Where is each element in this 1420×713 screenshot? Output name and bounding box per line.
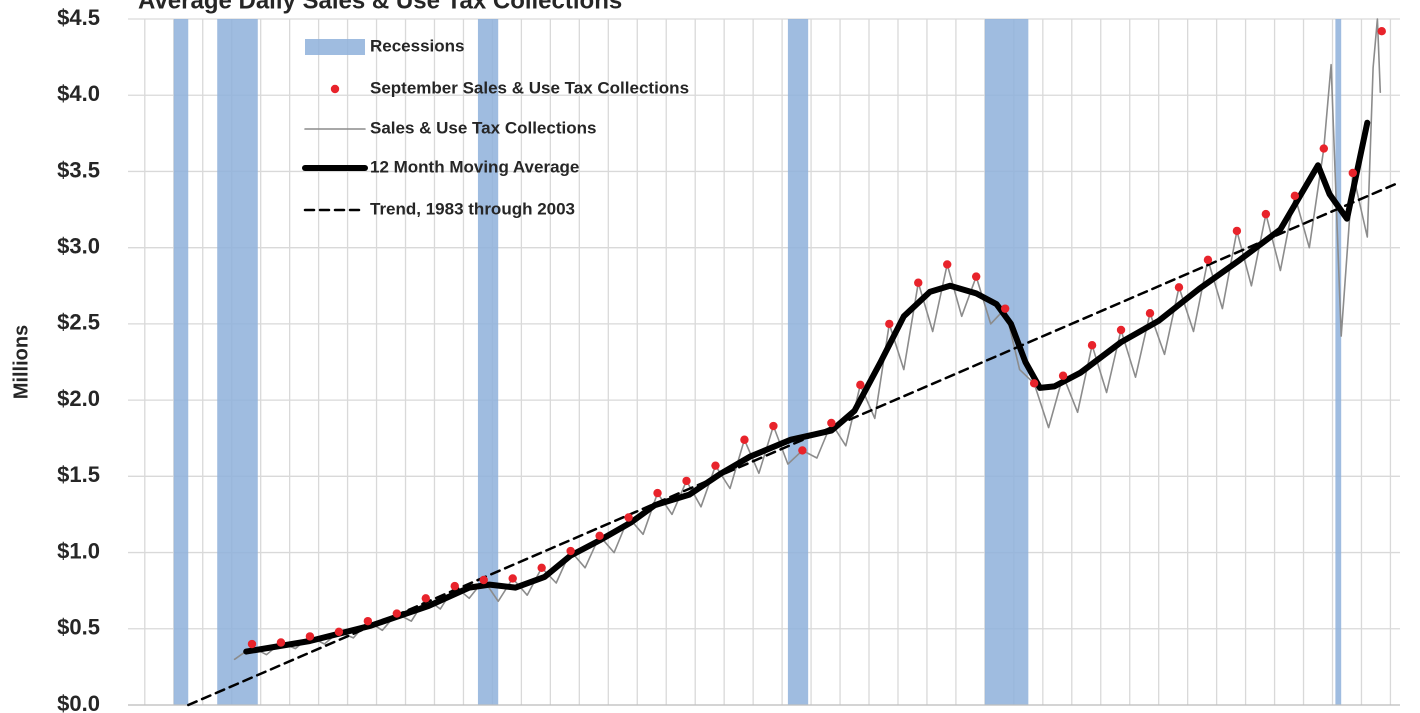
september-point (943, 260, 952, 269)
september-point (711, 461, 720, 470)
recession-band (787, 19, 809, 705)
y-tick-label: $2.5 (57, 310, 100, 335)
y-tick-label: $4.0 (57, 81, 100, 106)
recession-band (217, 19, 258, 705)
y-tick-label: $2.0 (57, 386, 100, 411)
y-axis-label: Millions (10, 325, 32, 399)
y-tick-label: $1.5 (57, 462, 100, 487)
september-point (537, 563, 546, 572)
september-point (1058, 371, 1068, 380)
september-point (682, 476, 691, 486)
september-point (653, 488, 662, 498)
september-point (450, 581, 459, 591)
chart-title: Average Daily Sales & Use Tax Collection… (138, 0, 622, 14)
legend-label: Trend, 1983 through 2003 (370, 199, 575, 218)
september-point (1029, 379, 1039, 388)
september-point (1348, 168, 1357, 178)
legend-label: 12 Month Moving Average (370, 157, 579, 176)
september-point (914, 278, 923, 287)
september-point (305, 632, 315, 641)
september-point (1174, 283, 1184, 292)
september-point (827, 418, 836, 428)
september-point (1000, 304, 1010, 313)
legend-label: September Sales & Use Tax Collections (370, 78, 689, 97)
recession-band (173, 19, 189, 705)
september-point (971, 272, 981, 281)
september-point (856, 380, 865, 390)
y-tick-label: $4.5 (57, 5, 100, 30)
september-point (1290, 191, 1300, 201)
september-point (798, 446, 807, 455)
legend-label: Recessions (370, 36, 465, 55)
september-point (1377, 26, 1386, 36)
september-point (769, 421, 778, 431)
september-point (1087, 341, 1097, 350)
trend-line (187, 180, 1402, 707)
background-layer (128, 18, 1400, 706)
recession-band (1335, 19, 1342, 705)
y-tick-label: $0.5 (57, 615, 100, 640)
september-point (595, 531, 604, 540)
september-point (1232, 226, 1242, 236)
september-point (1145, 309, 1155, 318)
legend-label: Sales & Use Tax Collections (370, 118, 596, 137)
september-point (363, 616, 373, 626)
september-point (276, 638, 286, 647)
series-line (243, 119, 1371, 655)
legend-swatch (330, 84, 340, 94)
legend-swatch (305, 39, 365, 55)
september-point (1319, 144, 1329, 153)
recession-band (477, 19, 499, 705)
y-tick-label: $1.0 (57, 538, 100, 563)
september-point (421, 594, 430, 603)
september-point (1203, 255, 1213, 265)
september-point (479, 575, 488, 585)
september-point (1116, 325, 1126, 335)
september-point (740, 435, 749, 444)
september-point (247, 639, 257, 649)
y-tick-label: $0.0 (57, 691, 100, 713)
recession-band (984, 19, 1029, 705)
september-point (334, 627, 344, 637)
y-tick-label: $3.5 (57, 157, 100, 182)
september-point (566, 546, 575, 556)
y-tick-label: $3.0 (57, 233, 100, 258)
september-point (624, 513, 633, 522)
september-point (1261, 209, 1271, 219)
september-point (392, 609, 402, 618)
september-point (885, 319, 894, 329)
september-point (508, 574, 517, 583)
